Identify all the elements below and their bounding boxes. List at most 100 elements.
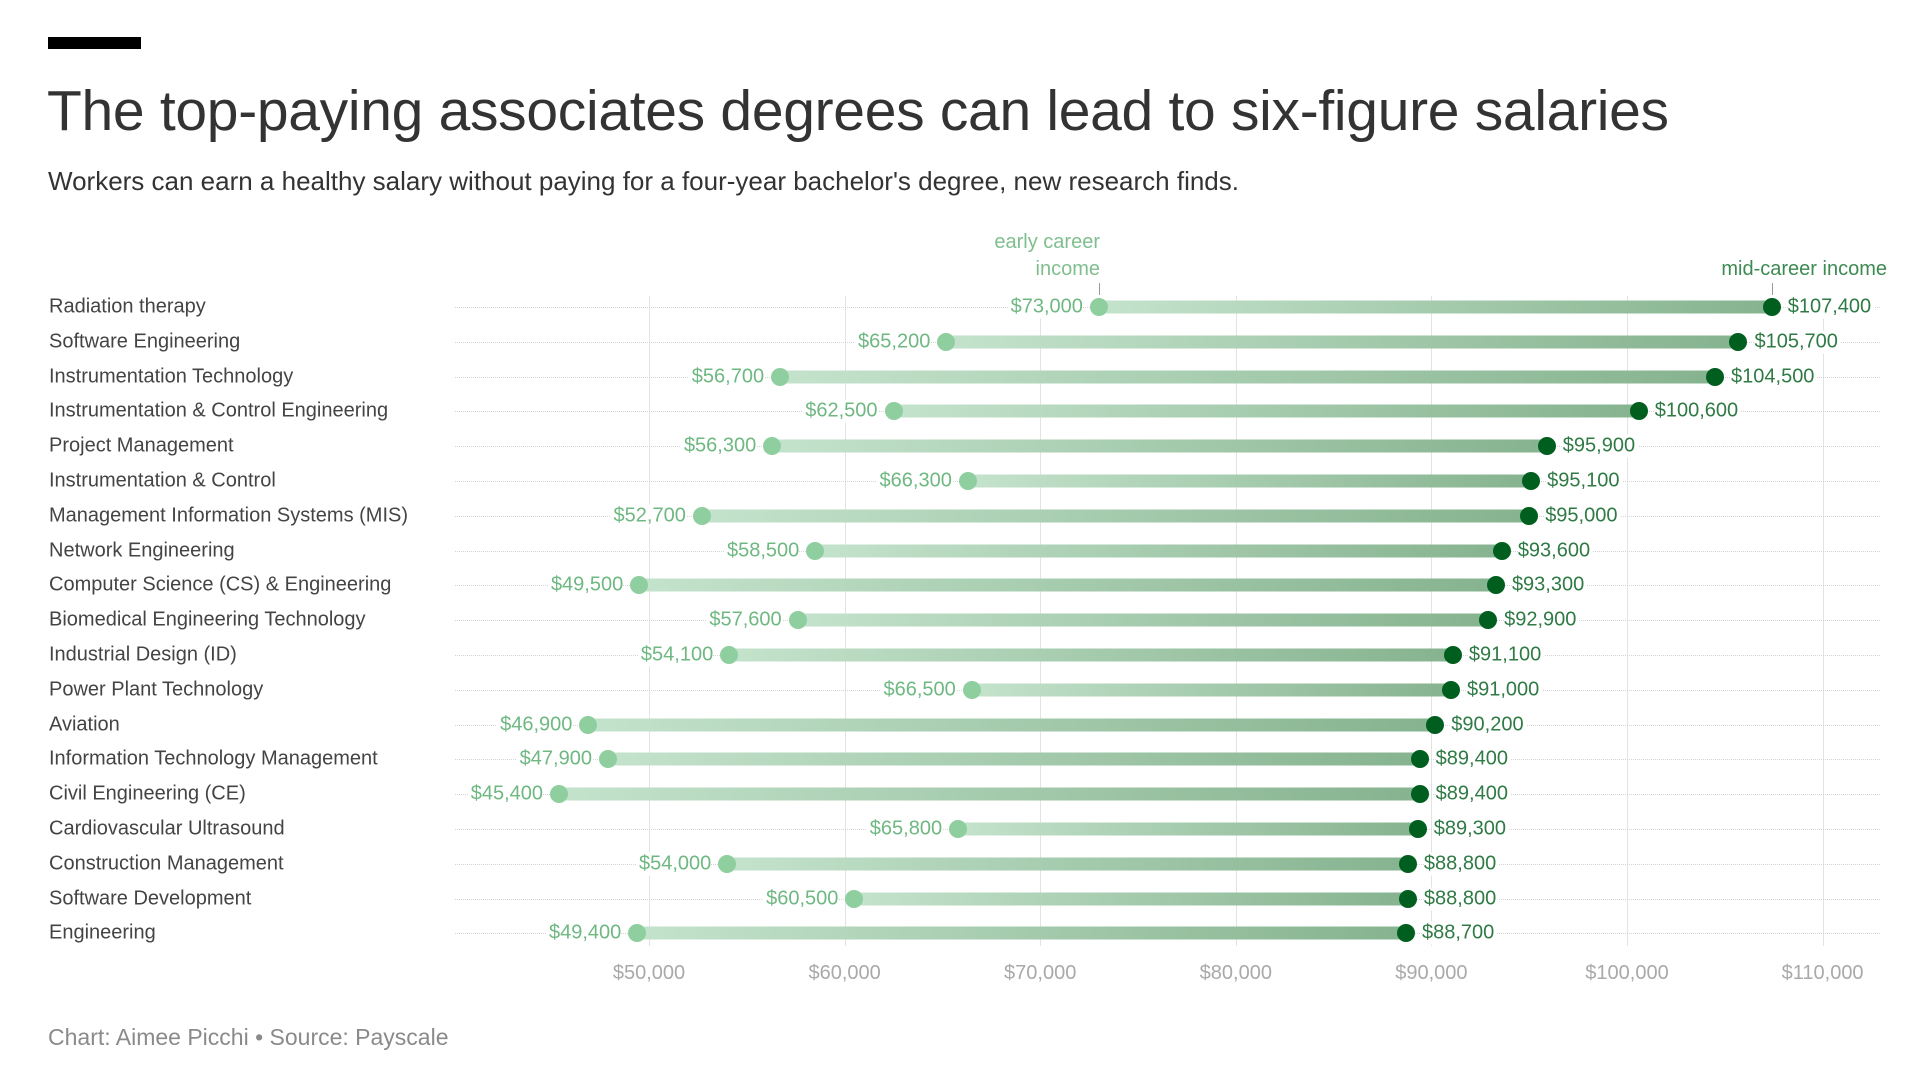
mid-career-value: $93,600 bbox=[1517, 539, 1594, 563]
income-range-bar bbox=[797, 613, 1489, 627]
early-career-dot bbox=[949, 820, 968, 838]
early-career-value: $47,900 bbox=[516, 747, 592, 771]
mid-career-value: $88,700 bbox=[1421, 921, 1498, 945]
early-career-dot bbox=[763, 437, 782, 456]
mid-career-value: $93,300 bbox=[1511, 573, 1588, 597]
income-range-bar bbox=[729, 648, 1453, 662]
early-career-value: $60,500 bbox=[763, 887, 839, 911]
early-career-dot bbox=[718, 854, 737, 873]
income-range-bar bbox=[971, 683, 1451, 697]
mid-career-dot bbox=[1492, 541, 1511, 560]
early-career-dot bbox=[630, 576, 649, 595]
early-career-value: $66,500 bbox=[880, 678, 956, 702]
early-career-dot bbox=[771, 367, 790, 386]
income-range-bar bbox=[893, 404, 1639, 418]
category-label: Radiation therapy bbox=[49, 295, 206, 318]
category-label: Network Engineering bbox=[49, 539, 235, 562]
mid-career-dot bbox=[1396, 924, 1415, 943]
chart-credit: Chart: Aimee Picchi • Source: Payscale bbox=[48, 1024, 449, 1050]
income-range-bar bbox=[559, 787, 1420, 801]
mid-career-value: $92,900 bbox=[1504, 608, 1580, 632]
early-career-value: $52,700 bbox=[610, 504, 686, 528]
early-career-value: $56,700 bbox=[688, 365, 765, 389]
x-tick-label: $110,000 bbox=[1781, 962, 1864, 984]
early-career-value: $65,200 bbox=[855, 330, 931, 354]
income-range-bar bbox=[967, 474, 1532, 488]
early-career-dot bbox=[579, 715, 598, 734]
category-label: Instrumentation & Control Engineering bbox=[49, 399, 389, 422]
income-range-bar bbox=[780, 370, 1715, 384]
income-range-bar bbox=[958, 822, 1418, 836]
mid-career-value: $105,700 bbox=[1754, 330, 1841, 354]
mid-career-dot bbox=[1520, 506, 1539, 525]
category-label: Cardiovascular Ultrasound bbox=[49, 817, 285, 840]
income-range-bar bbox=[639, 578, 1496, 592]
decorative-top-bar bbox=[48, 37, 141, 49]
category-label: Biomedical Engineering Technology bbox=[49, 608, 366, 631]
income-range-bar bbox=[588, 718, 1436, 732]
early-career-value: $57,600 bbox=[706, 608, 782, 632]
mid-career-value: $91,100 bbox=[1468, 643, 1545, 667]
early-career-dot bbox=[1089, 298, 1108, 316]
category-label: Construction Management bbox=[49, 852, 284, 875]
mid-career-value: $95,100 bbox=[1547, 469, 1623, 493]
income-range-bar bbox=[1098, 300, 1772, 314]
mid-career-dot bbox=[1426, 715, 1445, 734]
early-career-value: $58,500 bbox=[723, 539, 800, 563]
early-career-value: $54,000 bbox=[635, 852, 712, 876]
category-label: Instrumentation & Control bbox=[49, 469, 276, 492]
early-career-dot bbox=[692, 506, 711, 525]
early-career-dot bbox=[788, 611, 807, 630]
mid-career-value: $95,000 bbox=[1545, 504, 1621, 528]
chart-subtitle: Workers can earn a healthy salary withou… bbox=[48, 166, 1239, 196]
early-career-dot bbox=[884, 402, 903, 421]
income-range-bar bbox=[946, 335, 1739, 349]
chart-title: The top-paying associates degrees can le… bbox=[47, 79, 1669, 143]
income-range-bar bbox=[727, 857, 1408, 871]
mid-career-dot bbox=[1398, 889, 1417, 908]
category-label: Information Technology Management bbox=[49, 747, 378, 770]
x-tick-label: $70,000 bbox=[1004, 962, 1077, 984]
mid-career-dot bbox=[1410, 750, 1429, 769]
early-career-annotation-line1: early career bbox=[994, 231, 1100, 253]
category-label: Power Plant Technology bbox=[49, 678, 264, 701]
early-career-value: $56,300 bbox=[680, 434, 757, 458]
early-career-dot bbox=[845, 889, 864, 908]
mid-career-value: $90,200 bbox=[1451, 713, 1527, 737]
category-label: Computer Science (CS) & Engineering bbox=[49, 573, 392, 596]
mid-career-dot bbox=[1441, 680, 1460, 699]
mid-career-value: $89,300 bbox=[1433, 817, 1509, 841]
mid-career-dot bbox=[1537, 437, 1556, 456]
mid-career-value: $107,400 bbox=[1787, 295, 1875, 319]
early-career-annotation: early career income bbox=[960, 229, 1100, 283]
early-career-dot bbox=[958, 472, 977, 490]
income-range-bar bbox=[701, 509, 1530, 523]
mid-career-dot bbox=[1762, 298, 1781, 316]
x-tick-label: $50,000 bbox=[612, 962, 686, 984]
category-label: Management Information Systems (MIS) bbox=[49, 504, 409, 527]
early-career-value: $49,400 bbox=[545, 921, 622, 945]
mid-career-dot bbox=[1408, 820, 1427, 838]
early-career-dot bbox=[806, 541, 825, 560]
category-label: Civil Engineering (CE) bbox=[49, 782, 246, 805]
early-career-annotation-line2: income bbox=[1035, 258, 1100, 280]
early-career-value: $62,500 bbox=[802, 399, 878, 423]
income-range-bar bbox=[607, 752, 1420, 766]
income-range-bar bbox=[637, 926, 1406, 940]
early-career-dot bbox=[598, 750, 617, 769]
early-career-value: $73,000 bbox=[1007, 295, 1083, 319]
mid-career-dot bbox=[1479, 611, 1498, 630]
mid-career-value: $91,000 bbox=[1466, 678, 1543, 702]
category-label: Project Management bbox=[49, 434, 234, 457]
mid-career-dot bbox=[1398, 854, 1417, 873]
early-career-dot bbox=[937, 332, 956, 351]
early-career-dot bbox=[962, 680, 981, 699]
category-label: Aviation bbox=[49, 713, 120, 736]
mid-career-value: $95,900 bbox=[1562, 434, 1639, 458]
early-career-dot bbox=[550, 785, 569, 804]
mid-career-value: $88,800 bbox=[1423, 887, 1500, 911]
x-tick-label: $80,000 bbox=[1199, 962, 1272, 984]
early-career-value: $46,900 bbox=[497, 713, 573, 737]
early-career-annotation-tick bbox=[1099, 283, 1100, 295]
mid-career-value: $100,600 bbox=[1654, 399, 1742, 423]
